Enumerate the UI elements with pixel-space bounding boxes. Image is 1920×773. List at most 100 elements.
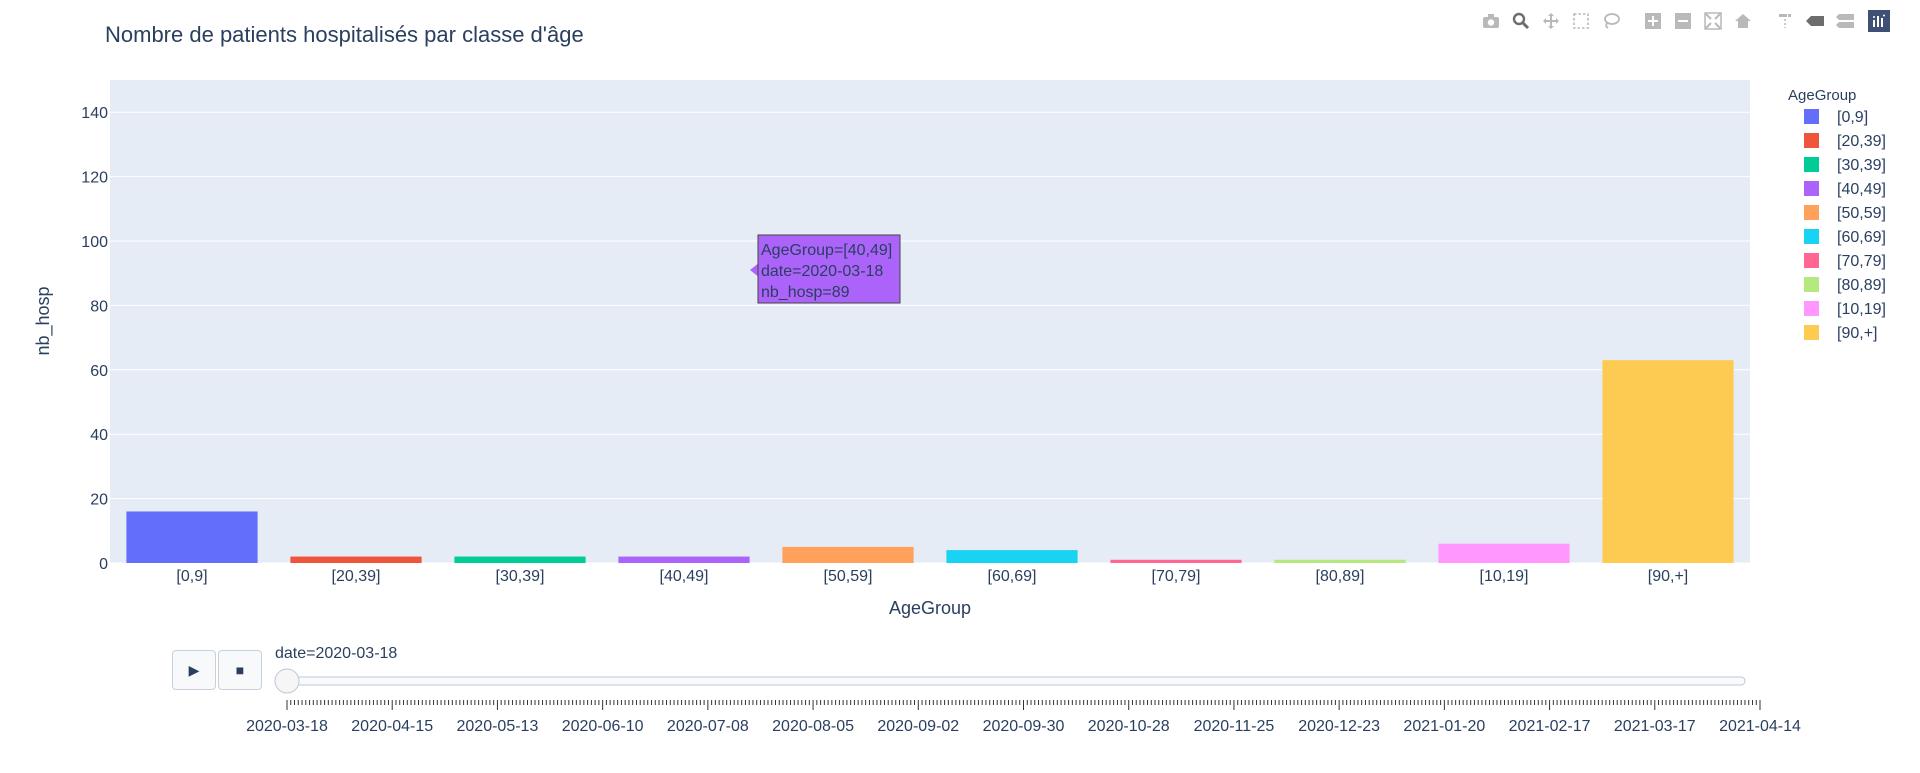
x-tick-label: [70,79] — [1152, 568, 1201, 585]
zoom-out-icon[interactable] — [1672, 10, 1694, 32]
y-tick-label: 120 — [81, 170, 108, 187]
y-tick-label: 20 — [90, 492, 108, 509]
y-tick-label: 40 — [90, 427, 108, 444]
slider-tick-label: 2020-06-10 — [562, 718, 644, 735]
bar-[70,79][interactable] — [1110, 559, 1242, 563]
stop-button[interactable]: ■ — [218, 650, 262, 690]
spike-lines-icon[interactable] — [1774, 10, 1796, 32]
y-axis-title: nb_hosp — [33, 286, 54, 355]
plotly-logo-icon[interactable] — [1868, 10, 1890, 32]
legend-item-label[interactable]: [90,+] — [1837, 325, 1877, 342]
slider-tick-label: 2021-01-20 — [1403, 718, 1485, 735]
legend-swatch[interactable] — [1804, 253, 1819, 268]
slider-handle[interactable] — [274, 668, 300, 694]
x-tick-label: [90,+] — [1648, 568, 1688, 585]
slider-ticks — [286, 700, 1761, 710]
slider-tick-label: 2021-02-17 — [1509, 718, 1591, 735]
x-tick-label: [50,59] — [824, 568, 873, 585]
x-tick-label: [80,89] — [1316, 568, 1365, 585]
slider-tick-label: 2020-09-02 — [877, 718, 959, 735]
legend-swatch[interactable] — [1804, 325, 1819, 340]
y-tick-label: 100 — [81, 234, 108, 251]
x-tick-label: [10,19] — [1480, 568, 1529, 585]
camera-icon[interactable] — [1480, 10, 1502, 32]
x-tick-label: [20,39] — [332, 568, 381, 585]
y-tick-label: 0 — [99, 556, 108, 573]
modebar — [1480, 10, 1890, 32]
legend-item-label[interactable]: [80,89] — [1837, 277, 1886, 294]
slider-tick-label: 2020-07-08 — [667, 718, 749, 735]
legend-swatch[interactable] — [1804, 109, 1819, 124]
pan-icon[interactable] — [1540, 10, 1562, 32]
chart-title: Nombre de patients hospitalisés par clas… — [105, 22, 584, 47]
legend-item-label[interactable]: [40,49] — [1837, 181, 1886, 198]
box-select-icon[interactable] — [1570, 10, 1592, 32]
slider-tick-label: 2020-04-15 — [351, 718, 433, 735]
slider-tick-label: 2020-12-23 — [1298, 718, 1380, 735]
x-tick-label: [40,49] — [660, 568, 709, 585]
legend-swatch[interactable] — [1804, 133, 1819, 148]
legend-item-label[interactable]: [20,39] — [1837, 133, 1886, 150]
play-button[interactable]: ▶ — [172, 650, 216, 690]
slider-tick-label: 2020-09-30 — [983, 718, 1065, 735]
zoom-in-icon[interactable] — [1642, 10, 1664, 32]
bar-[20,39][interactable] — [290, 556, 422, 563]
bar-[40,49][interactable] — [618, 556, 750, 563]
slider-tick-label: 2021-04-14 — [1719, 718, 1801, 735]
x-axis-ticks: [0,9] [20,39] [30,39] [40,49] [50,59] [60,69]… — [176, 568, 1688, 585]
legend-swatch[interactable] — [1804, 277, 1819, 292]
legend-swatch[interactable] — [1804, 205, 1819, 220]
stop-icon: ■ — [235, 662, 245, 678]
slider-tick-label: 2020-03-18 — [246, 718, 328, 735]
bar-[60,69][interactable] — [946, 550, 1078, 563]
play-icon: ▶ — [188, 661, 200, 678]
legend-item-label[interactable]: [0,9] — [1837, 109, 1868, 126]
y-tick-label: 60 — [90, 363, 108, 380]
tooltip-line-value: nb_hosp=89 — [761, 284, 850, 301]
bar-[0,9][interactable] — [126, 511, 258, 563]
x-tick-label: [0,9] — [176, 568, 207, 585]
x-tick-label: [30,39] — [496, 568, 545, 585]
slider-tick-label: 2020-05-13 — [457, 718, 539, 735]
y-tick-label: 80 — [90, 298, 108, 315]
hover-closest-icon[interactable] — [1804, 10, 1826, 32]
hover-tooltip: AgeGroup=[40,49] date=2020-03-18 nb_hosp… — [750, 234, 901, 304]
lasso-select-icon[interactable] — [1600, 10, 1622, 32]
legend-item-label[interactable]: [70,79] — [1837, 253, 1886, 270]
plot-area[interactable] — [110, 80, 1750, 563]
y-tick-label: 140 — [81, 105, 108, 122]
bars — [126, 360, 1734, 563]
autoscale-icon[interactable] — [1702, 10, 1724, 32]
legend-item-label[interactable]: [60,69] — [1837, 229, 1886, 246]
bar-[10,19][interactable] — [1438, 543, 1570, 563]
x-tick-label: [60,69] — [988, 568, 1037, 585]
slider-current-label: date=2020-03-18 — [275, 645, 397, 662]
bar-[30,39][interactable] — [454, 556, 586, 563]
slider-tick-label: 2020-10-28 — [1088, 718, 1170, 735]
slider-tick-label: 2021-03-17 — [1614, 718, 1696, 735]
legend-title: AgeGroup — [1788, 87, 1856, 104]
x-axis-title: AgeGroup — [889, 598, 971, 618]
legend-swatch[interactable] — [1804, 301, 1819, 316]
slider-rail[interactable] — [284, 676, 1746, 686]
hover-compare-icon[interactable] — [1834, 10, 1856, 32]
reset-axes-icon[interactable] — [1732, 10, 1754, 32]
zoom-icon[interactable] — [1510, 10, 1532, 32]
bar-[50,59][interactable] — [782, 546, 914, 563]
legend-swatch[interactable] — [1804, 181, 1819, 196]
legend-item-label[interactable]: [50,59] — [1837, 205, 1886, 222]
bar-[90,+][interactable] — [1602, 360, 1734, 563]
slider-tick-label: 2020-11-25 — [1194, 718, 1275, 735]
legend-swatch[interactable] — [1804, 157, 1819, 172]
y-axis-ticks: 0 20 40 60 80 100 120 140 — [81, 105, 108, 573]
tooltip-line-agegroup: AgeGroup=[40,49] — [761, 242, 892, 259]
slider-tick-label: 2020-08-05 — [772, 718, 854, 735]
legend-swatch[interactable] — [1804, 229, 1819, 244]
legend-item-label[interactable]: [10,19] — [1837, 301, 1886, 318]
legend-item-label[interactable]: [30,39] — [1837, 157, 1886, 174]
slider-tick-labels: 2020-03-18 2020-04-15 2020-05-13 2020-06-10… — [246, 718, 1801, 735]
bar-[80,89][interactable] — [1274, 559, 1406, 563]
tooltip-line-date: date=2020-03-18 — [761, 263, 883, 280]
legend: [0,9] [20,39] [30,39] [40,49] [50,59] [60,69]… — [1804, 109, 1886, 342]
